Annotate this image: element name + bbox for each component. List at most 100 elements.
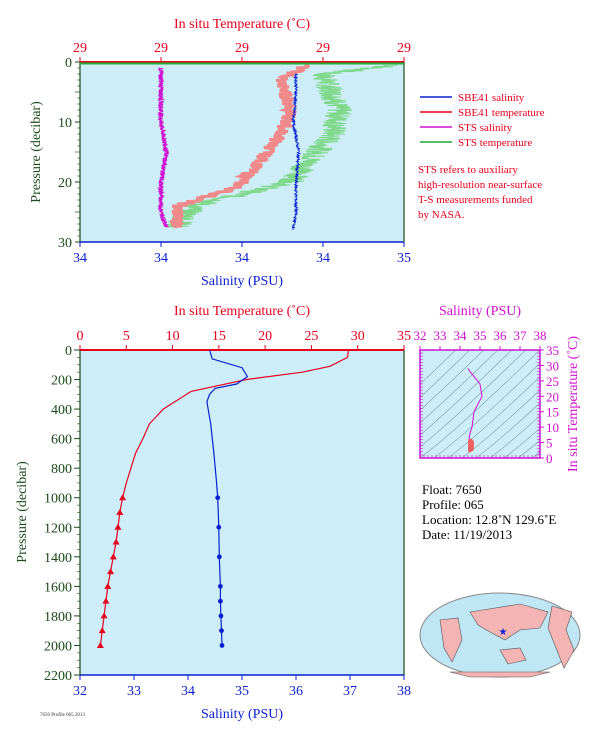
main-chart-y-tick-label: 2000 [44,639,72,654]
main-chart-bottom-tick-label: 36 [289,684,303,699]
main-chart-bottom-tick-labels: 32 33 34 35 36 37 38 [73,675,411,699]
temperature-point [104,582,112,589]
float-number: Float: 7650 [422,482,482,497]
main-chart-y-tick-labels: 0 200 400 600 800 1000 1200 1400 1600 1800 2000 220… [44,344,80,684]
float-location-marker: ★ [499,627,508,638]
ts-chart-top-tick-label: 34 [454,328,468,343]
footer-code: 7650 Profile 065 2013 [40,713,85,718]
main-chart-y-tick-label: 1200 [44,521,72,536]
sts-note: STS refers to auxiliary high-resolution n… [418,164,542,221]
map-land-antarctica [449,671,551,678]
legend-label: SBE41 salinity [458,92,525,104]
ts-chart-right-tick-label: 30 [546,358,559,373]
main-chart-bottom-tick-label: 35 [235,684,249,699]
main-chart-bottom-tick-label: 33 [127,684,141,699]
density-contour [420,350,527,448]
sts-temperature-line [167,64,398,228]
main-chart-top-tick-label: 10 [166,329,180,344]
top-chart-y-tick-label: 30 [58,236,72,251]
top-chart-y-tick-label: 20 [58,176,72,191]
top-chart-bottom-tick-label: 34 [73,251,87,266]
top-chart-top-tick-label: 29 [154,41,168,56]
main-chart-y-tick-label: 800 [51,462,72,477]
world-map: ★ [419,592,581,678]
top-chart-bottom-tick-label: 35 [397,251,411,266]
main-chart-y-tick-label: 1800 [44,610,72,625]
salinity-point [216,524,222,530]
legend-label: SBE41 temperature [458,107,545,119]
location: Location: 12.8˚N 129.6˚E [422,512,556,527]
density-contour [420,350,485,411]
main-chart-top-tick-label: 0 [77,329,84,344]
temperature-point [100,612,108,619]
temperature-point [107,568,115,575]
sbe41-temperature-line [99,349,350,646]
top-chart-bottom-tick-labels: 34 34 34 34 35 [73,242,411,266]
sbe41-temperature-line [169,63,310,229]
main-chart-y-tick-label: 600 [51,433,72,448]
density-contour [433,362,540,458]
salinity-point [218,583,223,589]
main-chart-top-tick-label: 25 [304,329,318,344]
density-contour [475,402,540,458]
salinity-point [219,643,225,648]
ts-chart-right-axis-title: In situ Temperature (˚C) [566,336,581,472]
profile-number: Profile: 065 [422,497,484,512]
map-land-americas [547,605,575,669]
main-chart-top-tick-labels: 0 5 10 15 20 25 30 35 [77,329,411,350]
map-land-africa [439,617,463,663]
density-contour [447,376,540,458]
temperature-point [102,597,110,604]
temperature-point [109,553,117,560]
temperature-point [116,509,124,515]
main-chart-y-tick-label: 400 [51,403,72,418]
top-chart-bottom-tick-label: 34 [154,251,168,266]
top-chart-top-tick-label: 29 [73,41,87,56]
main-chart-top-tick-label: 5 [123,329,130,344]
ts-chart-right-tick-label: 5 [546,436,553,451]
temperature-point [119,494,127,501]
ts-chart-top-tick-label: 35 [474,328,487,343]
ts-chart-right-tick-label: 10 [546,420,559,435]
sbe41-salinity-line [290,73,302,231]
main-chart: In situ Temperature (˚C) 0 5 10 15 20 25 30 35 … [15,304,411,722]
ts-chart-plot-area [420,350,540,458]
ts-chart-right-tick-label: 20 [546,389,559,404]
main-chart-y-tick-label: 1400 [44,551,72,566]
density-contour [420,350,540,458]
main-chart-top-tick-label: 15 [212,329,226,344]
legend-label: STS temperature [458,137,532,149]
legend: SBE41 salinity SBE41 temperature STS salin… [420,92,545,149]
ts-chart-right-tick-label: 35 [546,343,559,358]
ts-chart-top-tick-label: 38 [534,328,547,343]
ts-chart-top-tick-label: 36 [494,328,508,343]
top-chart-y-tick-label: 10 [58,116,72,131]
top-chart-bottom-tick-label: 34 [235,251,249,266]
main-chart-y-tick-label: 200 [51,374,72,389]
density-contour [503,427,540,458]
main-chart-y-tick-label: 1600 [44,580,72,595]
main-chart-top-axis-title: In situ Temperature (˚C) [174,304,310,319]
main-chart-bottom-tick-label: 37 [343,684,357,699]
sts-note-line: STS refers to auxiliary [418,164,518,176]
salinity-point [216,554,222,560]
ts-chart-top-axis-title: Salinity (PSU) [439,304,521,319]
main-chart-y-tick-label: 0 [65,344,72,359]
top-chart-plot-area [80,62,404,242]
sts-note-line: by NASA. [418,209,465,221]
main-chart-bottom-tick-label: 38 [397,684,411,699]
top-chart-y-axis-title: Pressure (decibar) [29,101,44,203]
main-chart-plot-area [80,350,404,675]
ts-chart-right-tick-label: 25 [546,374,559,389]
temperature-point [112,538,120,545]
density-contour [420,350,457,385]
salinity-point [215,495,221,501]
date: Date: 11/19/2013 [422,527,512,542]
density-contour [489,415,540,458]
ts-chart-right-tick-label: 15 [546,405,559,420]
main-chart-top-tick-label: 30 [351,329,365,344]
top-chart-bottom-tick-label: 34 [316,251,330,266]
top-chart-top-tick-label: 29 [397,41,411,56]
main-chart-top-tick-label: 20 [258,329,272,344]
